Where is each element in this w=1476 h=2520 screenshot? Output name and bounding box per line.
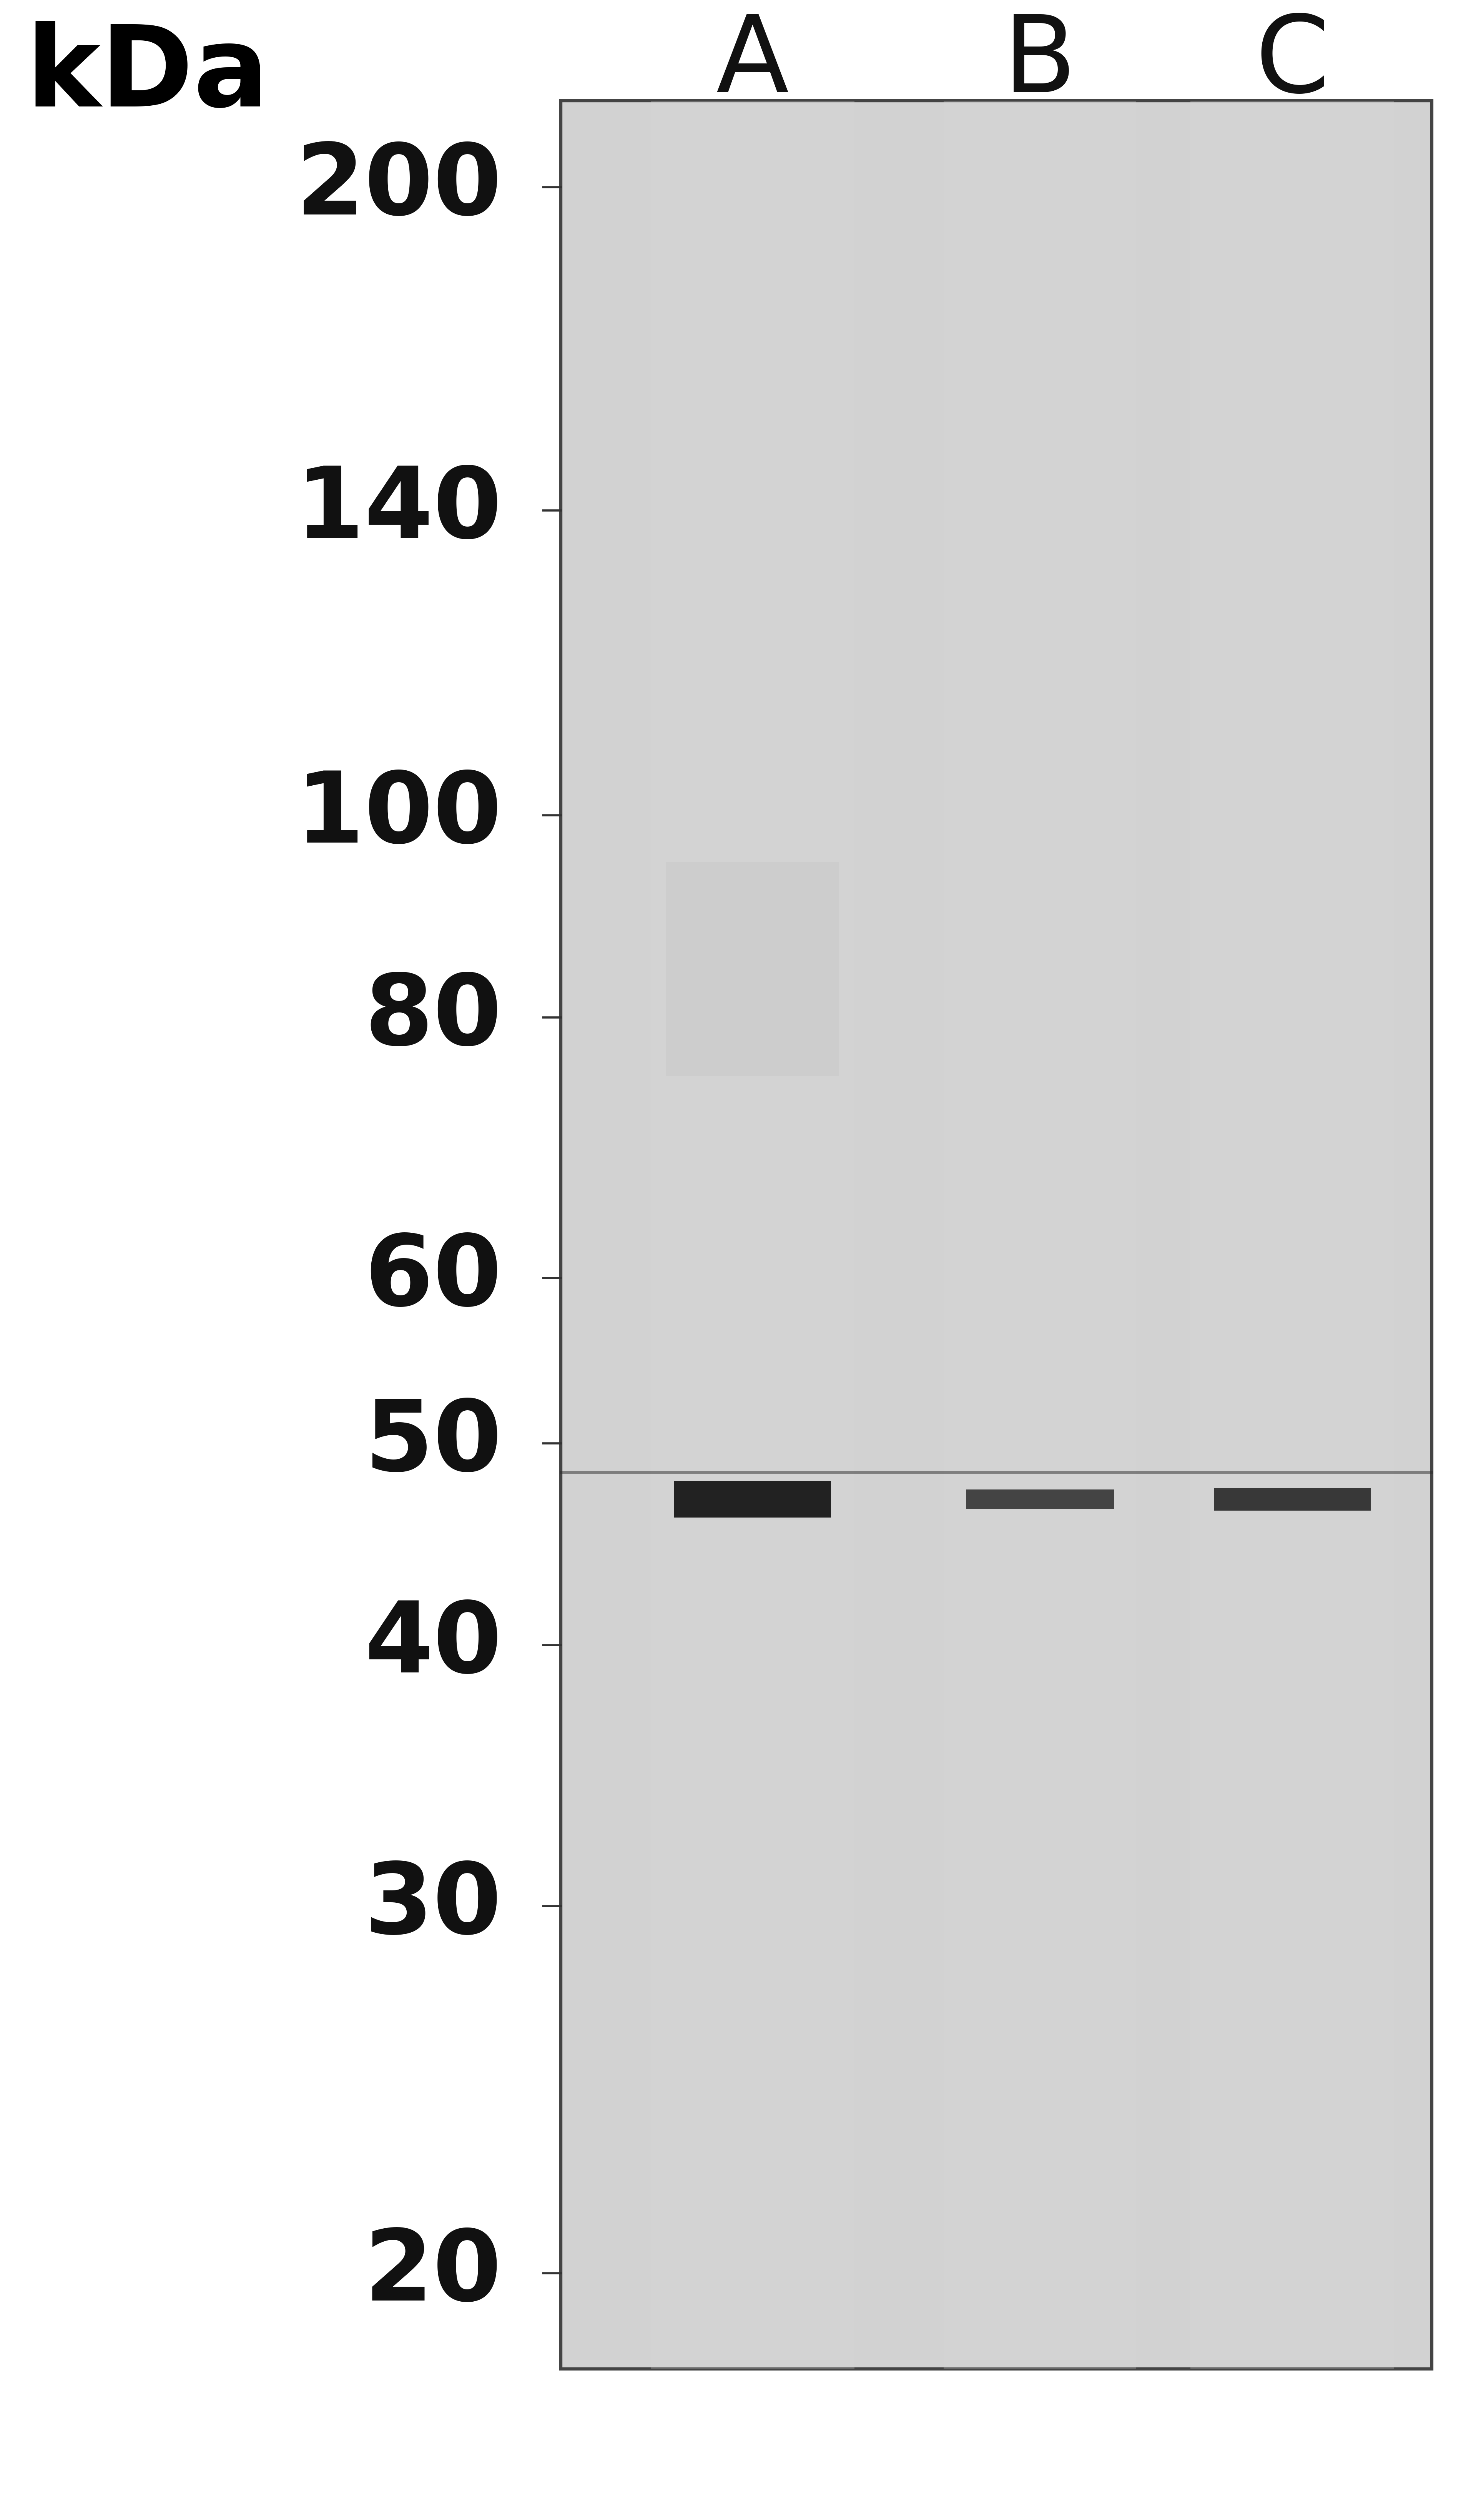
Text: B: B	[1004, 10, 1076, 113]
Text: 30: 30	[365, 1857, 502, 1953]
Text: 100: 100	[295, 769, 502, 862]
Bar	[561, 101, 1432, 2369]
Text: 20: 20	[365, 2225, 502, 2321]
Bar	[1213, 1487, 1371, 1509]
Bar	[965, 1489, 1114, 1509]
Text: kDa: kDa	[27, 20, 269, 131]
Text: 80: 80	[365, 970, 502, 1066]
Text: A: A	[716, 10, 790, 113]
Bar	[943, 101, 1137, 2369]
Bar	[1191, 101, 1395, 2369]
Bar	[675, 1482, 831, 1517]
Text: C: C	[1255, 10, 1330, 113]
Text: 200: 200	[295, 139, 502, 234]
Bar	[666, 862, 838, 1076]
Text: 60: 60	[365, 1230, 502, 1326]
Text: 40: 40	[365, 1598, 502, 1693]
Bar	[651, 101, 855, 2369]
Text: 50: 50	[365, 1396, 502, 1492]
Text: 140: 140	[295, 464, 502, 557]
